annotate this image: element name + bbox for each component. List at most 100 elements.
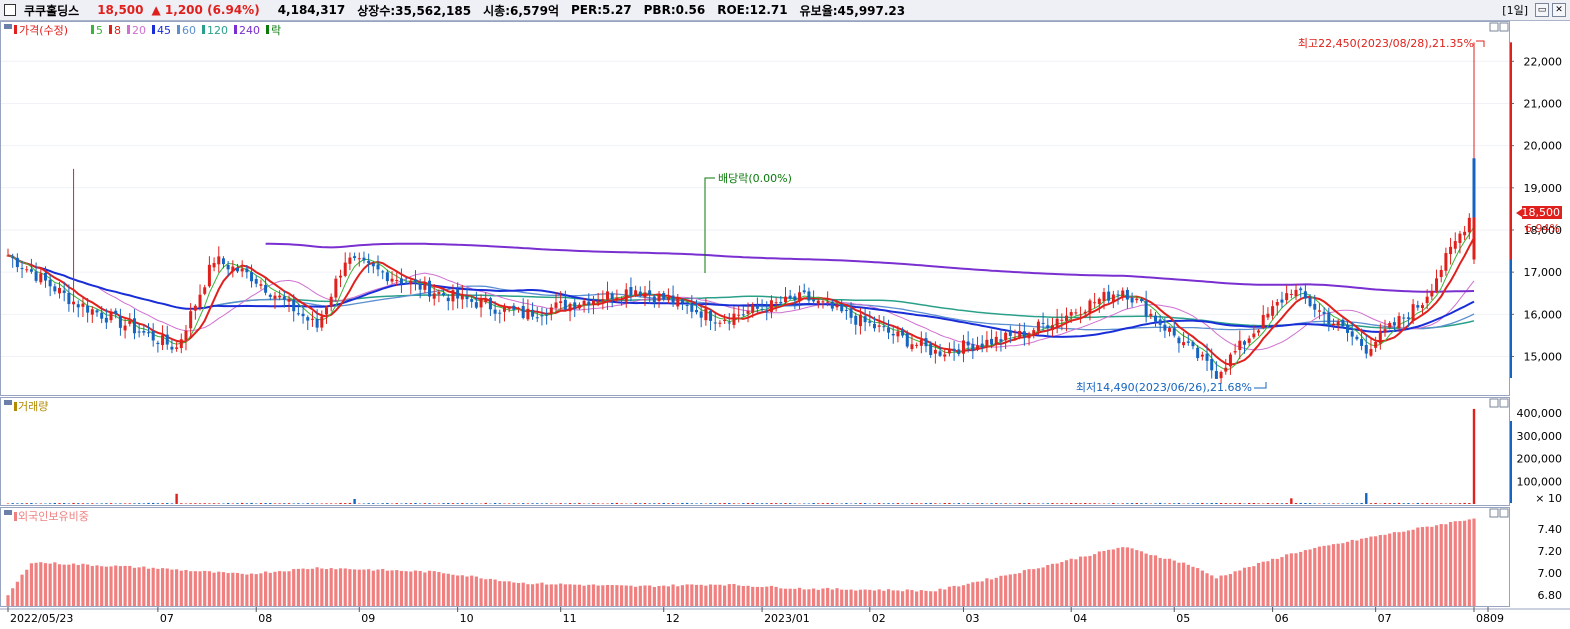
foreign-bar (779, 588, 783, 606)
period-selector[interactable]: [1일] (1502, 4, 1528, 17)
candle-body (273, 295, 277, 299)
foreign-bar (151, 567, 155, 606)
volume-bar (999, 503, 1003, 504)
foreign-bar (666, 586, 671, 606)
volume-bar (1472, 408, 1476, 504)
foreign-bar (1388, 533, 1392, 606)
candle-body (1322, 311, 1326, 314)
candle-body (1050, 325, 1054, 331)
foreign-bar (362, 569, 366, 606)
volume-bar (30, 503, 33, 504)
candle-body (72, 301, 76, 305)
foreign-bar (793, 588, 797, 606)
volume-bar (461, 503, 464, 504)
volume-bar (109, 503, 113, 504)
candle-body (591, 300, 595, 305)
candle-body (704, 308, 708, 321)
volume-bar (732, 503, 736, 504)
candle-body (807, 291, 811, 301)
foreign-bar (549, 584, 553, 606)
price-tick-label: 17,000 (1524, 266, 1563, 279)
candle-body (933, 349, 937, 354)
volume-bar (756, 503, 759, 504)
candle-body (1186, 341, 1190, 343)
candle-body (1257, 330, 1261, 333)
foreign-bar (441, 573, 446, 606)
volume-bar (512, 503, 516, 504)
foreign-bar (221, 572, 226, 606)
foreign-bar (324, 569, 329, 606)
current-pct-label: 6.94% (1525, 222, 1560, 235)
volume-bar (920, 503, 923, 504)
candle-body (1388, 322, 1392, 328)
volume-bar (840, 503, 843, 504)
foreign-bar (76, 564, 80, 606)
volume-bar (990, 503, 993, 504)
volume-bar (1425, 503, 1429, 504)
candle-body (1182, 342, 1186, 346)
candle-body (1065, 315, 1069, 321)
volume-bar (278, 503, 281, 504)
stock-chart[interactable]: 15,000 16,000 17,000 18,000 19,000 20,000 21,0… (0, 21, 1570, 629)
foreign-bar (132, 567, 137, 606)
candle-body (938, 351, 942, 356)
volume-bar (1130, 503, 1134, 504)
foreign-bar (535, 583, 539, 606)
candle-body (535, 317, 539, 319)
candle-body (896, 331, 900, 337)
foreign-bar (573, 584, 577, 606)
x-tick-label: 07 (160, 612, 174, 625)
foreign-bar (877, 589, 881, 606)
volume-bar (831, 503, 834, 504)
restore-icon[interactable]: ▭ (1535, 3, 1549, 17)
candle-body (1154, 315, 1158, 322)
foreign-bar (732, 583, 736, 606)
x-tick-label: 08 (1476, 612, 1490, 625)
foreign-bar (999, 575, 1003, 606)
foreign-bar (634, 586, 638, 606)
close-icon[interactable]: ✕ (1552, 3, 1566, 17)
foreign-bar (638, 585, 642, 606)
candle-body (198, 294, 202, 308)
volume-bar (910, 503, 914, 504)
candle-body (353, 256, 357, 259)
foreign-bar (1027, 569, 1031, 606)
foreign-bar (1238, 570, 1242, 606)
foreign-bar (212, 572, 216, 606)
foreign-tick-label: 6.80 (1538, 589, 1563, 602)
foreign-bar (811, 588, 816, 606)
foreign-bar (1247, 566, 1251, 606)
candle-body (751, 304, 755, 313)
foreign-bar (723, 585, 727, 606)
volume-bar (981, 503, 984, 504)
select-checkbox[interactable] (4, 4, 16, 16)
volume-bar (1247, 502, 1251, 504)
foreign-tick-label: 7.00 (1538, 567, 1563, 580)
candle-body (517, 308, 521, 310)
foreign-bar (109, 566, 113, 606)
volume-bar (807, 503, 811, 504)
foreign-bar (844, 589, 848, 606)
candle-body (245, 268, 249, 273)
candle-body (727, 322, 731, 324)
volume-tick-label: 100,000 (1517, 475, 1563, 488)
foreign-bar (240, 573, 244, 606)
foreign-bar (577, 584, 582, 606)
volume-bar (667, 503, 670, 504)
foreign-bar (156, 568, 160, 606)
foreign-bar (769, 585, 774, 606)
candle-body (1439, 269, 1443, 278)
candle-body (357, 258, 361, 260)
candle-body (362, 257, 366, 261)
volume-bar (137, 503, 141, 504)
candle-body (741, 314, 745, 316)
volume-bar (545, 503, 548, 504)
foreign-bar (1121, 547, 1125, 606)
foreign-bar (563, 584, 567, 606)
volume-bar (63, 503, 66, 504)
foreign-bar (858, 589, 863, 606)
foreign-bar (568, 584, 572, 606)
foreign-bar (146, 568, 151, 606)
volume-bar (273, 503, 277, 504)
foreign-bar (207, 571, 211, 606)
